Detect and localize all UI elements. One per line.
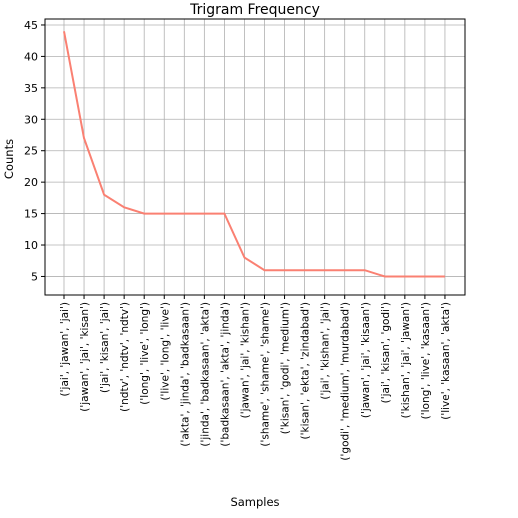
x-tick-label: ('jai', 'kishan', 'jai') — [320, 302, 332, 400]
x-axis-label: Samples — [230, 495, 279, 509]
x-tick-label: ('jawan', 'jai', 'kishan') — [239, 302, 251, 418]
x-tick-label: ('jai', 'jawan', 'jai') — [59, 302, 71, 396]
y-tick-label: 20 — [24, 176, 38, 189]
y-tick-label: 5 — [31, 270, 38, 283]
y-tick-label: 15 — [24, 208, 38, 221]
x-tick-label: ('jai', 'kisan', 'godi') — [380, 302, 392, 403]
x-tick-label: ('badkasaan', 'akta', 'jinda') — [219, 302, 231, 447]
x-tick-label: ('jai', 'kisan', 'jai') — [99, 302, 111, 393]
x-tick-label: ('kisan', 'ekta', 'zindabad') — [300, 302, 312, 439]
y-axis-ticks: 5 10 15 20 25 30 35 40 45 — [24, 19, 45, 283]
x-tick-label: ('jawan', 'jai', 'kisaan') — [360, 302, 372, 418]
x-tick-label: ('long', 'live', 'kasaan') — [420, 302, 432, 419]
plot-frame — [44, 18, 466, 296]
x-tick-label: ('kisan', 'godi', 'medium') — [280, 302, 292, 434]
y-tick-label: 30 — [24, 113, 38, 126]
x-tick-label: ('akta', 'jinda', 'badkasaan') — [179, 302, 191, 447]
x-tick-label: ('ndtv', 'ndtv', 'ndtv') — [119, 302, 131, 412]
x-tick-label: ('shame', 'shame', 'shame') — [260, 302, 272, 447]
x-tick-label: ('long', 'live', 'long') — [139, 302, 151, 405]
y-tick-label: 25 — [24, 145, 38, 158]
y-axis-label: Counts — [2, 139, 16, 179]
grid — [45, 19, 465, 295]
x-axis-ticks: ('jai', 'jawan', 'jai') ('jawan', 'jai', … — [59, 295, 452, 461]
x-tick-label: ('live', 'long', 'live') — [159, 302, 171, 401]
x-tick-label: ('jawan', 'jai', 'kisan') — [79, 302, 91, 412]
y-tick-label: 10 — [24, 239, 38, 252]
y-tick-label: 45 — [24, 19, 38, 32]
x-tick-label: ('live', 'kasaan', 'akta') — [440, 302, 452, 420]
chart-title: Trigram Frequency — [189, 2, 320, 18]
x-tick-label: ('kishan', 'jai', 'jawan') — [400, 302, 412, 418]
x-tick-label: ('godi', 'medium', 'murdabad') — [340, 302, 352, 461]
x-tick-label: ('jinda', 'badkasaan', 'akta') — [199, 302, 211, 447]
series-line — [63, 31, 445, 278]
y-tick-label: 40 — [24, 50, 38, 63]
y-tick-label: 35 — [24, 82, 38, 95]
